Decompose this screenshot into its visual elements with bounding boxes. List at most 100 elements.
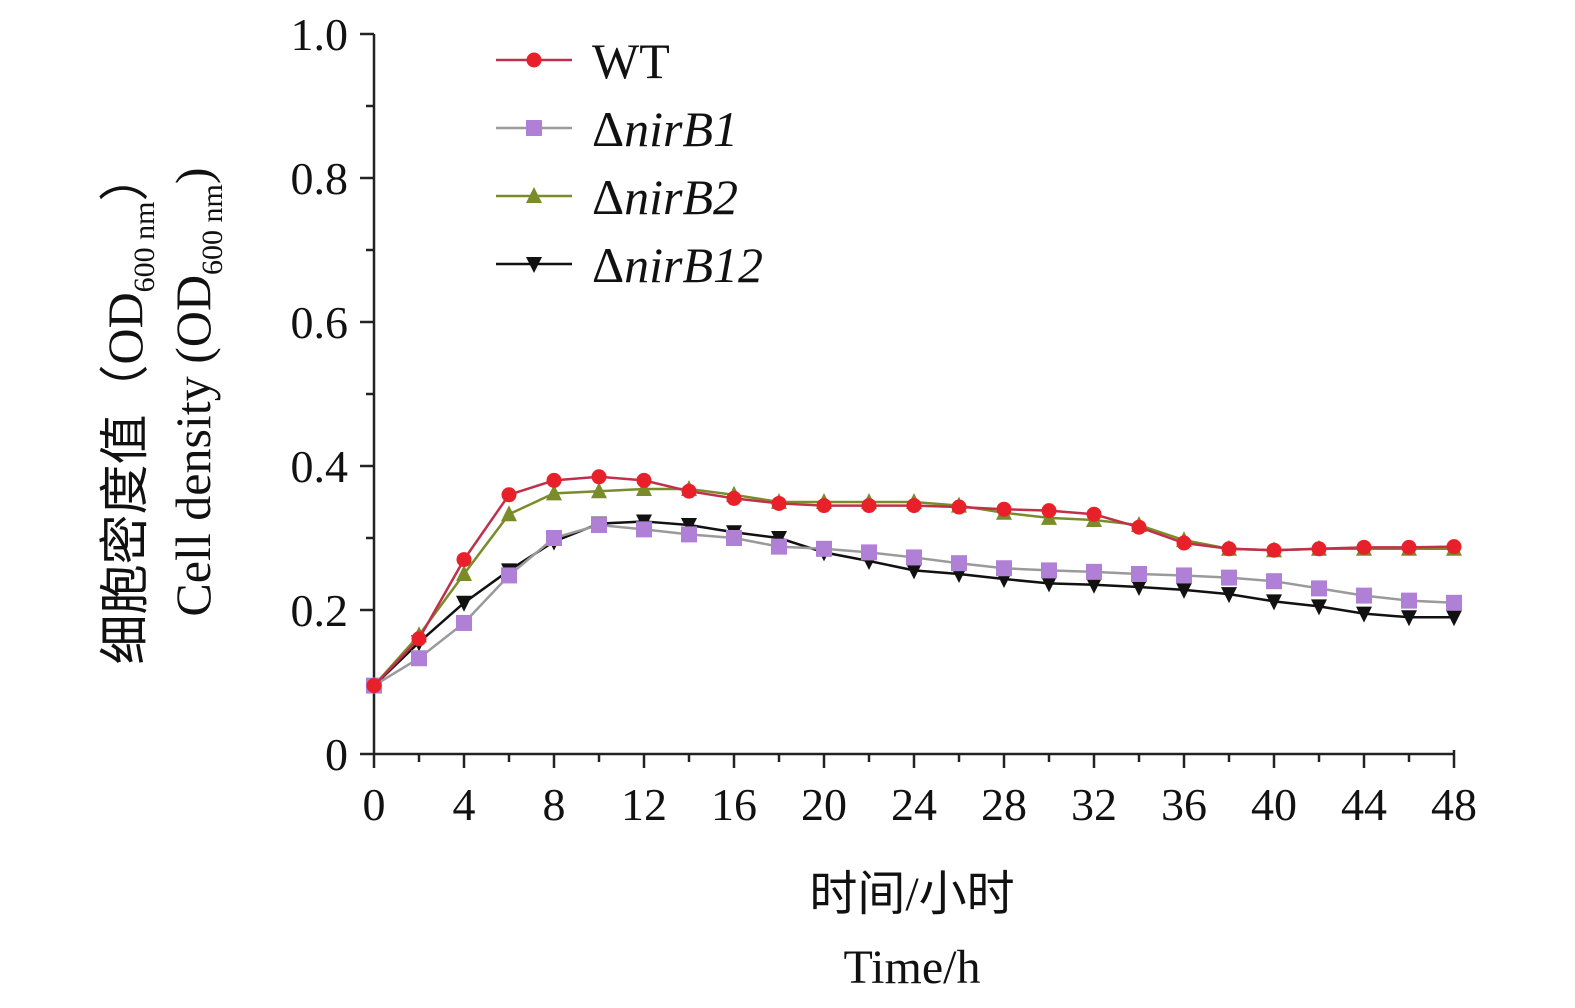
- data-point-nirB12: [1221, 587, 1237, 604]
- x-tick-label: 8: [543, 779, 566, 830]
- x-tick-label: 20: [801, 779, 847, 830]
- data-point-WT: [996, 501, 1012, 517]
- data-point-WT: [1266, 542, 1282, 558]
- legend-name: nirB1: [624, 101, 738, 157]
- data-point-nirB1: [1041, 562, 1057, 579]
- data-point-nirB1: [1176, 567, 1192, 584]
- legend-item-nirB1: ΔnirB1: [496, 101, 738, 157]
- data-point-WT: [906, 498, 922, 514]
- x-tick-label: 12: [621, 779, 667, 830]
- data-point-nirB1: [1266, 573, 1282, 590]
- data-point-nirB2: [591, 482, 607, 499]
- data-point-WT: [1131, 519, 1147, 535]
- data-point-WT: [546, 472, 562, 488]
- y-axis-title-cn-sub: 600 nm: [128, 201, 161, 292]
- legend-marker: [526, 257, 542, 273]
- data-point-WT: [1176, 535, 1192, 551]
- legend-delta: Δ: [592, 237, 624, 293]
- legend-label: WT: [592, 33, 670, 89]
- legend-name: nirB12: [624, 237, 763, 293]
- data-point-nirB12: [1086, 577, 1102, 594]
- legend-label: ΔnirB12: [592, 237, 763, 293]
- y-axis-title-cn-main: 细胞密度值（OD: [97, 292, 153, 664]
- data-point-nirB12: [1176, 582, 1192, 599]
- x-tick-label: 32: [1071, 779, 1117, 830]
- legend-label: ΔnirB2: [592, 169, 738, 225]
- y-axis-title-en-main: Cell density (OD: [165, 275, 221, 617]
- data-point-nirB2: [456, 565, 472, 581]
- legend-item-WT: WT: [496, 33, 670, 89]
- data-point-WT: [1086, 506, 1102, 522]
- x-tick-label: 28: [981, 779, 1027, 830]
- y-tick-label: 0.4: [291, 441, 349, 492]
- data-point-nirB1: [1356, 587, 1372, 604]
- y-axis-title: 细胞密度值（OD600 nm） Cell density (OD600 nm): [97, 151, 229, 664]
- series-line-nirB2: [373, 487, 1454, 687]
- y-tick-label: 0.6: [291, 297, 349, 348]
- data-point-WT: [456, 552, 472, 568]
- data-point-nirB1: [771, 538, 787, 555]
- data-point-WT: [1446, 539, 1462, 555]
- data-point-nirB2: [501, 505, 517, 522]
- legend-delta: Δ: [592, 101, 624, 157]
- data-point-WT: [1311, 541, 1327, 557]
- data-point-WT: [726, 490, 742, 506]
- legend-item-nirB2: ΔnirB2: [496, 169, 738, 225]
- x-tick-label: 48: [1431, 779, 1477, 830]
- y-tick-label: 1.0: [291, 9, 349, 60]
- series-nirB1: [366, 517, 1462, 694]
- data-point-WT: [1221, 541, 1237, 557]
- data-point-nirB1: [411, 650, 427, 667]
- data-point-nirB2: [636, 480, 652, 497]
- data-point-nirB12: [456, 595, 472, 612]
- data-point-WT: [591, 469, 607, 485]
- data-point-nirB12: [1311, 599, 1327, 616]
- series-line-nirB12: [373, 520, 1454, 687]
- y-axis-title-cn-end: ）: [97, 151, 153, 201]
- data-point-nirB1: [1311, 580, 1327, 597]
- data-point-WT: [636, 472, 652, 488]
- data-point-nirB1: [681, 526, 697, 543]
- axes: 0 4 8 12 16 20 24 28 32 36 40 44 48 00.20.40.60.81.0: [291, 9, 1478, 830]
- data-point-nirB12: [1401, 610, 1417, 627]
- legend-label: ΔnirB1: [592, 101, 738, 157]
- data-point-nirB1: [906, 549, 922, 566]
- data-point-WT: [951, 499, 967, 515]
- data-point-nirB1: [816, 540, 832, 557]
- data-point-nirB12: [906, 563, 922, 580]
- y-tick-label: 0.2: [291, 585, 349, 636]
- data-point-nirB1: [546, 530, 562, 546]
- y-tick-label: 0.8: [291, 153, 349, 204]
- data-point-nirB12: [681, 518, 697, 535]
- data-point-WT: [1356, 539, 1372, 555]
- x-tick-label: 36: [1161, 779, 1207, 830]
- data-point-nirB12: [1266, 594, 1282, 611]
- data-point-WT: [501, 487, 517, 503]
- data-point-nirB1: [636, 521, 652, 538]
- y-ticks: 0 0.2 0.4 0.6 0.8 1.0: [291, 9, 374, 780]
- x-tick-label: 40: [1251, 779, 1297, 830]
- x-axis-title: 时间/小时 Time/h: [809, 868, 1014, 994]
- x-tick-label: 24: [891, 779, 937, 830]
- x-tick-label: 4: [453, 779, 476, 830]
- y-axis-title-en-sub: 600 nm: [196, 184, 229, 275]
- data-point-WT: [411, 631, 427, 647]
- legend-marker: [526, 52, 542, 68]
- data-point-nirB1: [591, 517, 607, 534]
- data-point-nirB1: [501, 567, 517, 584]
- data-point-WT: [366, 678, 382, 694]
- data-point-WT: [771, 495, 787, 511]
- data-point-WT: [1041, 503, 1057, 519]
- x-ticks: 0 4 8 12 16 20 24 28 32 36 40 44 48: [363, 754, 1477, 830]
- data-point-WT: [861, 498, 877, 514]
- data-point-nirB12: [1131, 579, 1147, 596]
- legend-name: nirB2: [624, 169, 738, 225]
- y-axis-title-cn: 细胞密度值（OD600 nm）: [97, 151, 161, 664]
- data-point-nirB1: [996, 560, 1012, 577]
- data-point-WT: [816, 498, 832, 514]
- x-tick-label: 16: [711, 779, 757, 830]
- data-point-nirB12: [1356, 606, 1372, 623]
- data-point-WT: [681, 483, 697, 499]
- data-point-nirB1: [456, 614, 472, 631]
